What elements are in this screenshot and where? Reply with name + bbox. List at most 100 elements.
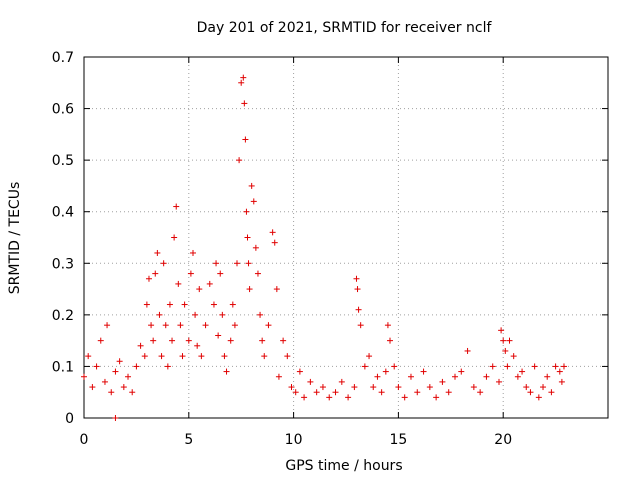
data-point	[451, 373, 458, 380]
data-point	[254, 270, 261, 277]
x-tick-label: 0	[80, 432, 89, 448]
data-point	[326, 394, 333, 401]
data-point	[112, 368, 119, 375]
data-point	[223, 368, 230, 375]
data-point	[313, 389, 320, 396]
y-tick-label: 0.5	[52, 153, 74, 169]
data-point	[357, 322, 364, 329]
data-point	[361, 363, 368, 370]
data-point	[236, 157, 243, 164]
data-point	[519, 368, 526, 375]
data-point	[259, 337, 266, 344]
data-point	[384, 322, 391, 329]
y-tick-label: 0.2	[52, 308, 74, 324]
data-point	[407, 373, 414, 380]
data-point	[265, 322, 272, 329]
data-point	[271, 239, 278, 246]
data-point	[245, 260, 252, 267]
x-tick-label: 10	[285, 432, 303, 448]
data-point	[504, 363, 511, 370]
data-point	[382, 368, 389, 375]
data-point	[288, 384, 295, 391]
data-point	[112, 415, 119, 421]
data-point	[395, 384, 402, 391]
data-point	[231, 322, 238, 329]
data-point	[89, 384, 96, 391]
data-point	[179, 353, 186, 360]
data-point	[378, 389, 385, 396]
data-point	[345, 394, 352, 401]
data-point	[558, 378, 565, 385]
data-point	[252, 244, 259, 251]
data-point	[194, 342, 201, 349]
data-point	[280, 337, 287, 344]
data-point	[173, 203, 180, 210]
data-point	[219, 311, 226, 318]
data-point	[227, 337, 234, 344]
data-point	[189, 249, 196, 256]
data-point	[544, 373, 551, 380]
axis-ticks: 0 0.1 0.2 0.3 0.4 0.5 0.6 0.7 0 5 10 15 20	[52, 50, 608, 448]
x-axis-label: GPS time / hours	[285, 458, 402, 474]
data-point	[217, 270, 224, 277]
data-point	[97, 337, 104, 344]
data-point	[129, 389, 136, 396]
data-point	[354, 286, 361, 293]
data-point	[81, 373, 87, 380]
data-point	[498, 327, 505, 334]
data-point	[506, 337, 513, 344]
data-point	[213, 260, 220, 267]
data-point	[401, 394, 408, 401]
plot-frame	[83, 56, 609, 419]
data-point	[261, 353, 268, 360]
y-tick-label: 0.3	[52, 256, 74, 272]
data-point	[366, 353, 373, 360]
y-tick-label: 0.7	[52, 50, 74, 66]
data-point	[387, 337, 394, 344]
data-point	[238, 79, 245, 86]
data-point	[234, 260, 241, 267]
data-point	[104, 322, 111, 329]
data-point	[166, 301, 173, 308]
data-point	[257, 311, 264, 318]
data-point	[269, 229, 276, 236]
data-point	[101, 378, 108, 385]
data-point	[175, 280, 182, 287]
data-point	[353, 275, 360, 282]
data-point	[160, 260, 167, 267]
data-point	[152, 270, 159, 277]
data-point	[374, 373, 381, 380]
data-point	[206, 280, 213, 287]
data-point	[229, 301, 236, 308]
data-point	[338, 378, 345, 385]
data-point	[244, 234, 251, 241]
data-point	[185, 337, 192, 344]
data-point	[439, 378, 446, 385]
data-point	[177, 322, 184, 329]
data-point	[141, 353, 148, 360]
data-point	[108, 389, 115, 396]
data-point	[319, 384, 326, 391]
data-point	[198, 353, 205, 360]
x-tick-label: 20	[494, 432, 512, 448]
y-axis-label: SRMTID / TECUs	[7, 182, 23, 295]
chart-title: Day 201 of 2021, SRMTID for receiver ncl…	[197, 20, 493, 36]
data-point	[470, 384, 477, 391]
data-point	[158, 353, 165, 360]
data-point	[273, 286, 280, 293]
data-point	[164, 363, 171, 370]
data-point	[464, 347, 471, 354]
data-point	[148, 322, 155, 329]
data-point	[210, 301, 217, 308]
data-point	[426, 384, 433, 391]
data-point	[125, 373, 132, 380]
data-point	[145, 275, 152, 282]
x-tick-label: 5	[184, 432, 193, 448]
data-point	[477, 389, 484, 396]
y-tick-label: 0.4	[52, 205, 74, 221]
data-point	[202, 322, 209, 329]
data-point	[275, 373, 282, 380]
data-point	[351, 384, 358, 391]
data-point	[535, 394, 542, 401]
data-point	[514, 373, 521, 380]
